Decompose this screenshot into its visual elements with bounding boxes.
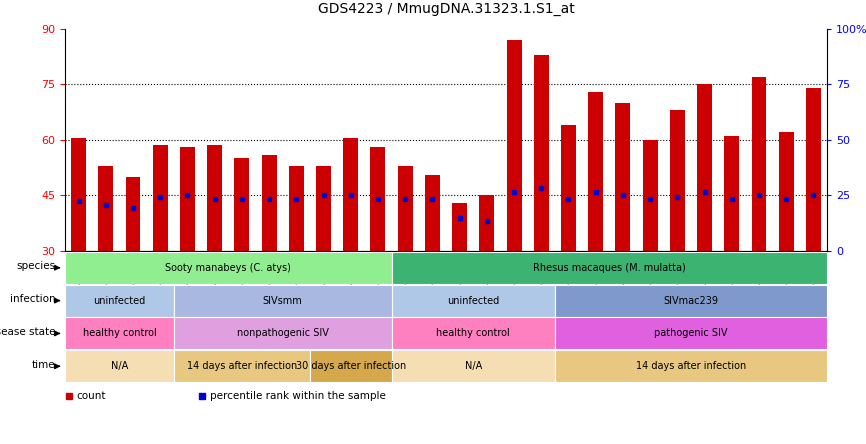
Bar <box>555 285 827 317</box>
Bar <box>316 166 331 251</box>
Text: infection: infection <box>10 294 55 304</box>
Bar <box>561 125 576 251</box>
Bar <box>391 252 827 284</box>
Bar <box>555 317 827 349</box>
Bar <box>343 138 359 251</box>
Bar <box>669 110 685 251</box>
Bar <box>806 88 821 251</box>
Bar <box>391 285 555 317</box>
Text: N/A: N/A <box>464 361 481 371</box>
Text: N/A: N/A <box>111 361 128 371</box>
Bar <box>479 195 494 251</box>
Bar <box>452 203 467 251</box>
Bar <box>697 84 712 251</box>
Bar <box>65 350 174 382</box>
Bar <box>288 166 304 251</box>
Bar <box>752 77 766 251</box>
Text: SIVsmm: SIVsmm <box>262 296 302 305</box>
Text: count: count <box>76 392 106 401</box>
Bar <box>174 350 310 382</box>
Text: uninfected: uninfected <box>94 296 145 305</box>
Text: Rhesus macaques (M. mulatta): Rhesus macaques (M. mulatta) <box>533 263 686 273</box>
Bar <box>262 155 276 251</box>
Text: Sooty manabeys (C. atys): Sooty manabeys (C. atys) <box>165 263 291 273</box>
Text: uninfected: uninfected <box>447 296 500 305</box>
Bar <box>65 252 391 284</box>
Text: species: species <box>16 261 55 271</box>
Bar <box>616 103 630 251</box>
Bar <box>65 285 174 317</box>
Text: disease state: disease state <box>0 327 55 337</box>
Bar <box>391 350 555 382</box>
Bar <box>779 132 793 251</box>
Bar <box>310 350 391 382</box>
Bar <box>174 317 391 349</box>
Bar <box>126 177 140 251</box>
Text: time: time <box>32 360 55 370</box>
Bar <box>152 146 168 251</box>
Text: 14 days after infection: 14 days after infection <box>187 361 297 371</box>
Text: 30 days after infection: 30 days after infection <box>295 361 406 371</box>
Bar <box>397 166 412 251</box>
Text: SIVmac239: SIVmac239 <box>663 296 719 305</box>
Text: GDS4223 / MmugDNA.31323.1.S1_at: GDS4223 / MmugDNA.31323.1.S1_at <box>318 1 574 16</box>
Bar <box>507 40 521 251</box>
Bar <box>174 285 391 317</box>
Bar <box>371 147 385 251</box>
Text: percentile rank within the sample: percentile rank within the sample <box>210 392 385 401</box>
Text: healthy control: healthy control <box>436 329 510 338</box>
Bar <box>71 138 86 251</box>
Bar <box>98 166 113 251</box>
Bar <box>555 350 827 382</box>
Bar <box>207 146 222 251</box>
Bar <box>65 317 174 349</box>
Text: 14 days after infection: 14 days after infection <box>636 361 746 371</box>
Bar <box>391 317 555 349</box>
Text: pathogenic SIV: pathogenic SIV <box>654 329 727 338</box>
Bar <box>724 136 740 251</box>
Bar <box>533 55 549 251</box>
Bar <box>588 92 603 251</box>
Text: nonpathogenic SIV: nonpathogenic SIV <box>236 329 328 338</box>
Bar <box>235 159 249 251</box>
Text: healthy control: healthy control <box>82 329 156 338</box>
Bar <box>425 175 440 251</box>
Bar <box>180 147 195 251</box>
Bar <box>643 140 657 251</box>
